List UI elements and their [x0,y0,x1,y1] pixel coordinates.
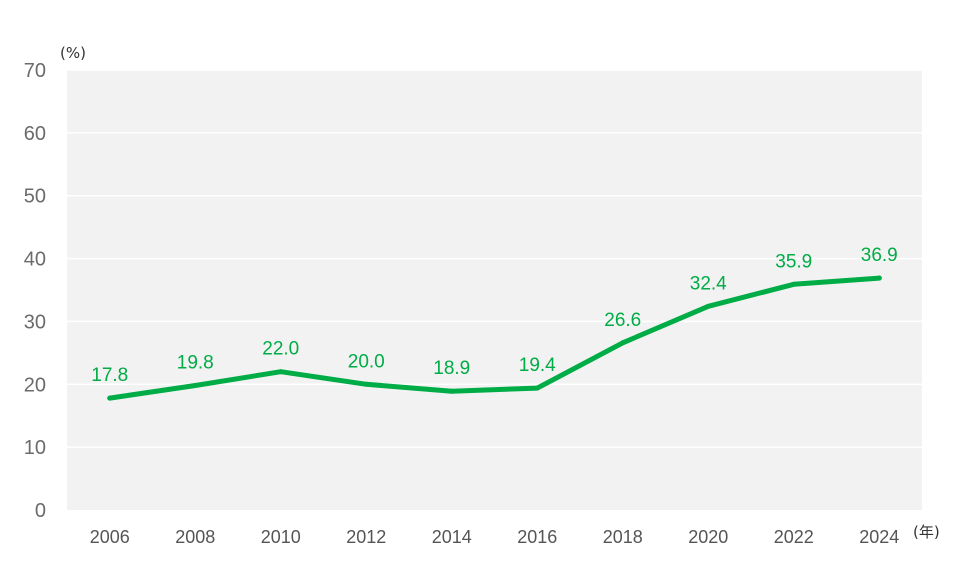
data-point [791,281,797,287]
y-tick-label: 10 [24,437,46,459]
y-tick-label: 30 [24,311,46,333]
x-tick-label: 2022 [774,527,814,547]
x-tick-label: 2014 [432,527,472,547]
data-point [705,303,711,309]
series-layer [107,275,882,401]
data-label: 19.8 [177,353,214,374]
data-label: 22.0 [262,339,299,360]
data-point [278,369,284,375]
data-point [192,383,198,389]
y-tick-label: 20 [24,374,46,396]
x-tick-label: 2018 [603,527,643,547]
x-axis: 2006 2008 2010 2012 2014 2016 2018 2020 2022 2024 [90,527,900,547]
plot-area [67,70,922,510]
data-label: 36.9 [861,245,898,266]
data-point [449,388,455,394]
data-point [363,381,369,387]
data-label: 26.6 [604,310,641,331]
y-tick-label: 60 [24,123,46,145]
x-tick-label: 2006 [90,527,130,547]
y-tick-label: 0 [35,500,46,522]
y-tick-label: 70 [24,60,46,82]
y-tick-label: 40 [24,249,46,271]
data-point [534,385,540,391]
data-label: 18.9 [433,358,470,379]
data-point [107,395,113,401]
data-labels: 17.8 19.8 22.0 20.0 18.9 19.4 26.6 32.4 35.9 36.9 [91,245,897,386]
data-label: 20.0 [348,351,385,372]
data-label: 35.9 [775,251,812,272]
x-tick-label: 2010 [261,527,301,547]
data-point [876,275,882,281]
data-label: 17.8 [91,365,128,386]
x-tick-label: 2012 [346,527,386,547]
y-axis: 0 10 20 30 40 50 60 70 [24,60,46,522]
y-unit-label: (%) [60,44,86,62]
x-tick-label: 2008 [175,527,215,547]
x-tick-label: 2016 [517,527,557,547]
series-line [107,275,882,401]
x-tick-label: 2024 [859,527,899,547]
data-label: 19.4 [519,355,556,376]
data-point [620,340,626,346]
y-tick-label: 50 [24,186,46,208]
x-tick-label: 2020 [688,527,728,547]
x-unit-label: (年) [913,523,940,541]
data-label: 32.4 [690,273,727,294]
